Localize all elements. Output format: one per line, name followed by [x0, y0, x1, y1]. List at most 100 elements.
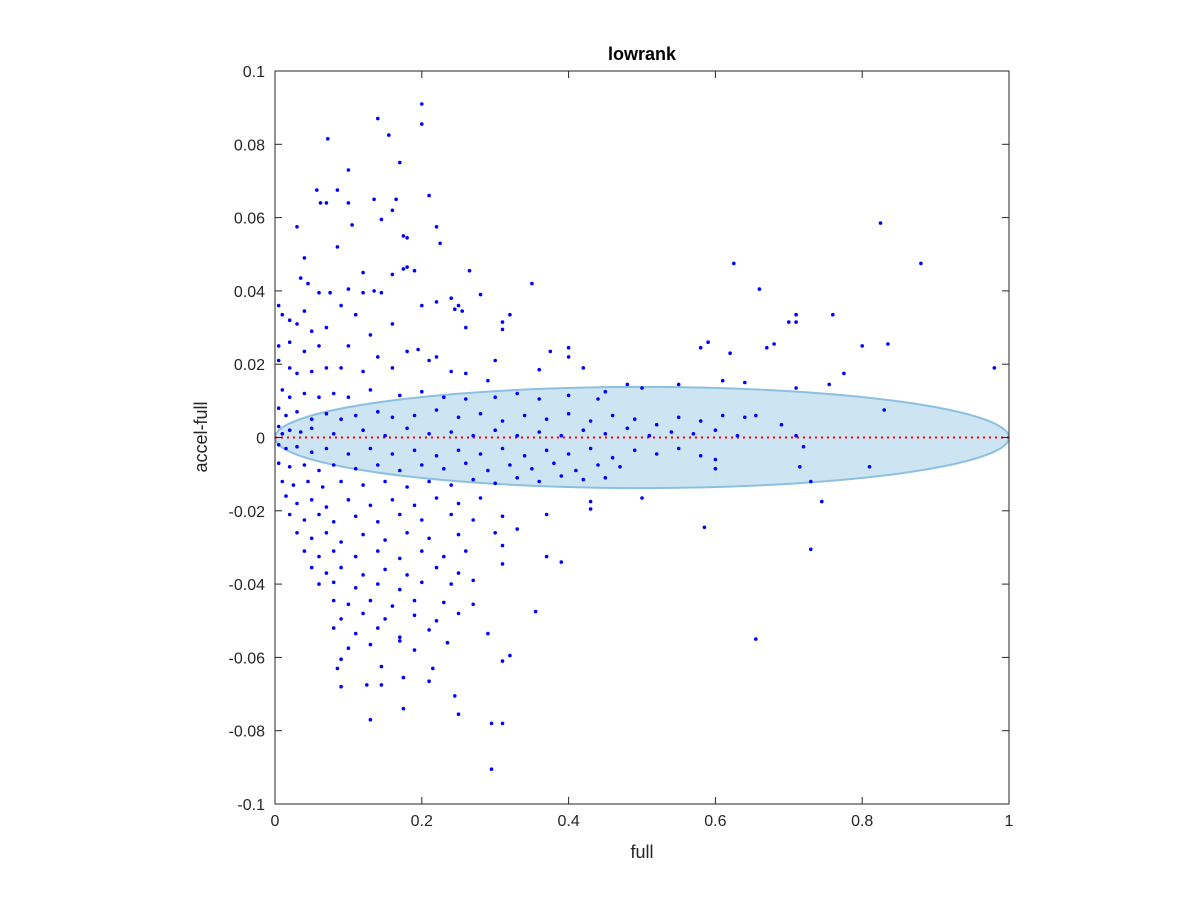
- data-point: [515, 433, 519, 438]
- data-point: [372, 289, 376, 293]
- data-point: [676, 382, 681, 387]
- data-point: [324, 446, 329, 451]
- data-point: [412, 648, 417, 652]
- data-point: [669, 430, 674, 434]
- data-point: [376, 463, 380, 467]
- data-point: [309, 450, 314, 455]
- data-point: [427, 432, 431, 436]
- data-point: [298, 430, 303, 434]
- data-point: [368, 598, 373, 603]
- data-point: [456, 712, 461, 716]
- data-point: [548, 349, 553, 354]
- data-point: [735, 433, 740, 438]
- data-point: [728, 351, 732, 356]
- data-point: [919, 261, 923, 266]
- data-point: [515, 391, 519, 396]
- data-point: [654, 452, 659, 456]
- data-point: [398, 639, 402, 643]
- data-point: [515, 476, 519, 480]
- data-point: [603, 432, 608, 436]
- data-point: [339, 417, 343, 422]
- data-point: [754, 413, 758, 418]
- data-point: [346, 395, 351, 400]
- data-point: [809, 547, 813, 552]
- data-point: [287, 340, 292, 345]
- data-point: [434, 496, 439, 500]
- data-point: [559, 560, 564, 564]
- data-point: [287, 366, 292, 370]
- data-point: [302, 391, 307, 396]
- data-point: [533, 609, 538, 614]
- data-point: [478, 292, 483, 297]
- data-point: [368, 446, 373, 451]
- data-point: [420, 303, 424, 308]
- data-point: [453, 694, 457, 698]
- data-point: [625, 426, 630, 431]
- data-point: [500, 659, 505, 663]
- data-point: [603, 476, 608, 480]
- data-point: [456, 532, 461, 537]
- data-point: [353, 586, 358, 590]
- data-point: [306, 281, 310, 286]
- data-point: [331, 598, 336, 603]
- data-point: [798, 465, 802, 469]
- data-point: [886, 342, 890, 346]
- data-point: [346, 201, 351, 205]
- data-point: [500, 721, 505, 726]
- data-point: [405, 531, 409, 535]
- data-point: [309, 426, 314, 431]
- data-point: [335, 188, 340, 192]
- data-point: [295, 531, 299, 535]
- data-point: [794, 386, 798, 390]
- data-point: [537, 479, 541, 484]
- data-point: [324, 201, 329, 205]
- data-point: [280, 388, 285, 392]
- data-point: [500, 320, 505, 324]
- data-point: [493, 428, 498, 433]
- data-point: [331, 580, 336, 585]
- data-point: [489, 767, 494, 771]
- data-point: [445, 640, 450, 645]
- data-point: [676, 415, 681, 420]
- data-point: [353, 514, 358, 519]
- data-point: [376, 582, 380, 586]
- data-point: [376, 626, 380, 630]
- data-point: [522, 454, 527, 458]
- data-point: [801, 444, 806, 449]
- data-point: [544, 554, 549, 559]
- data-point: [387, 133, 391, 137]
- data-point: [361, 369, 365, 374]
- data-point: [464, 549, 468, 553]
- data-point: [438, 241, 442, 246]
- data-point: [276, 424, 281, 429]
- data-point: [471, 433, 476, 438]
- data-point: [368, 717, 373, 722]
- data-point: [434, 225, 439, 229]
- data-point: [537, 430, 541, 434]
- data-point: [383, 538, 387, 542]
- data-point: [361, 611, 365, 616]
- y-tick-label: 0.06: [234, 211, 265, 228]
- data-point: [276, 344, 281, 348]
- data-point: [566, 393, 571, 398]
- data-point: [331, 463, 336, 467]
- data-point: [284, 413, 288, 418]
- data-point: [379, 664, 384, 669]
- data-point: [625, 382, 630, 387]
- data-point: [588, 499, 593, 504]
- data-point: [442, 554, 446, 559]
- data-point: [882, 408, 886, 412]
- data-point: [779, 422, 784, 427]
- data-point: [412, 503, 417, 508]
- data-point: [588, 507, 593, 511]
- data-point: [449, 483, 454, 487]
- data-point: [508, 312, 512, 317]
- data-point: [309, 417, 314, 422]
- data-point: [434, 408, 439, 412]
- data-point: [420, 580, 424, 585]
- data-point: [544, 448, 549, 453]
- x-tick-label: 0.8: [851, 813, 873, 830]
- data-point: [757, 287, 762, 291]
- data-point: [346, 602, 351, 607]
- data-point: [390, 366, 395, 370]
